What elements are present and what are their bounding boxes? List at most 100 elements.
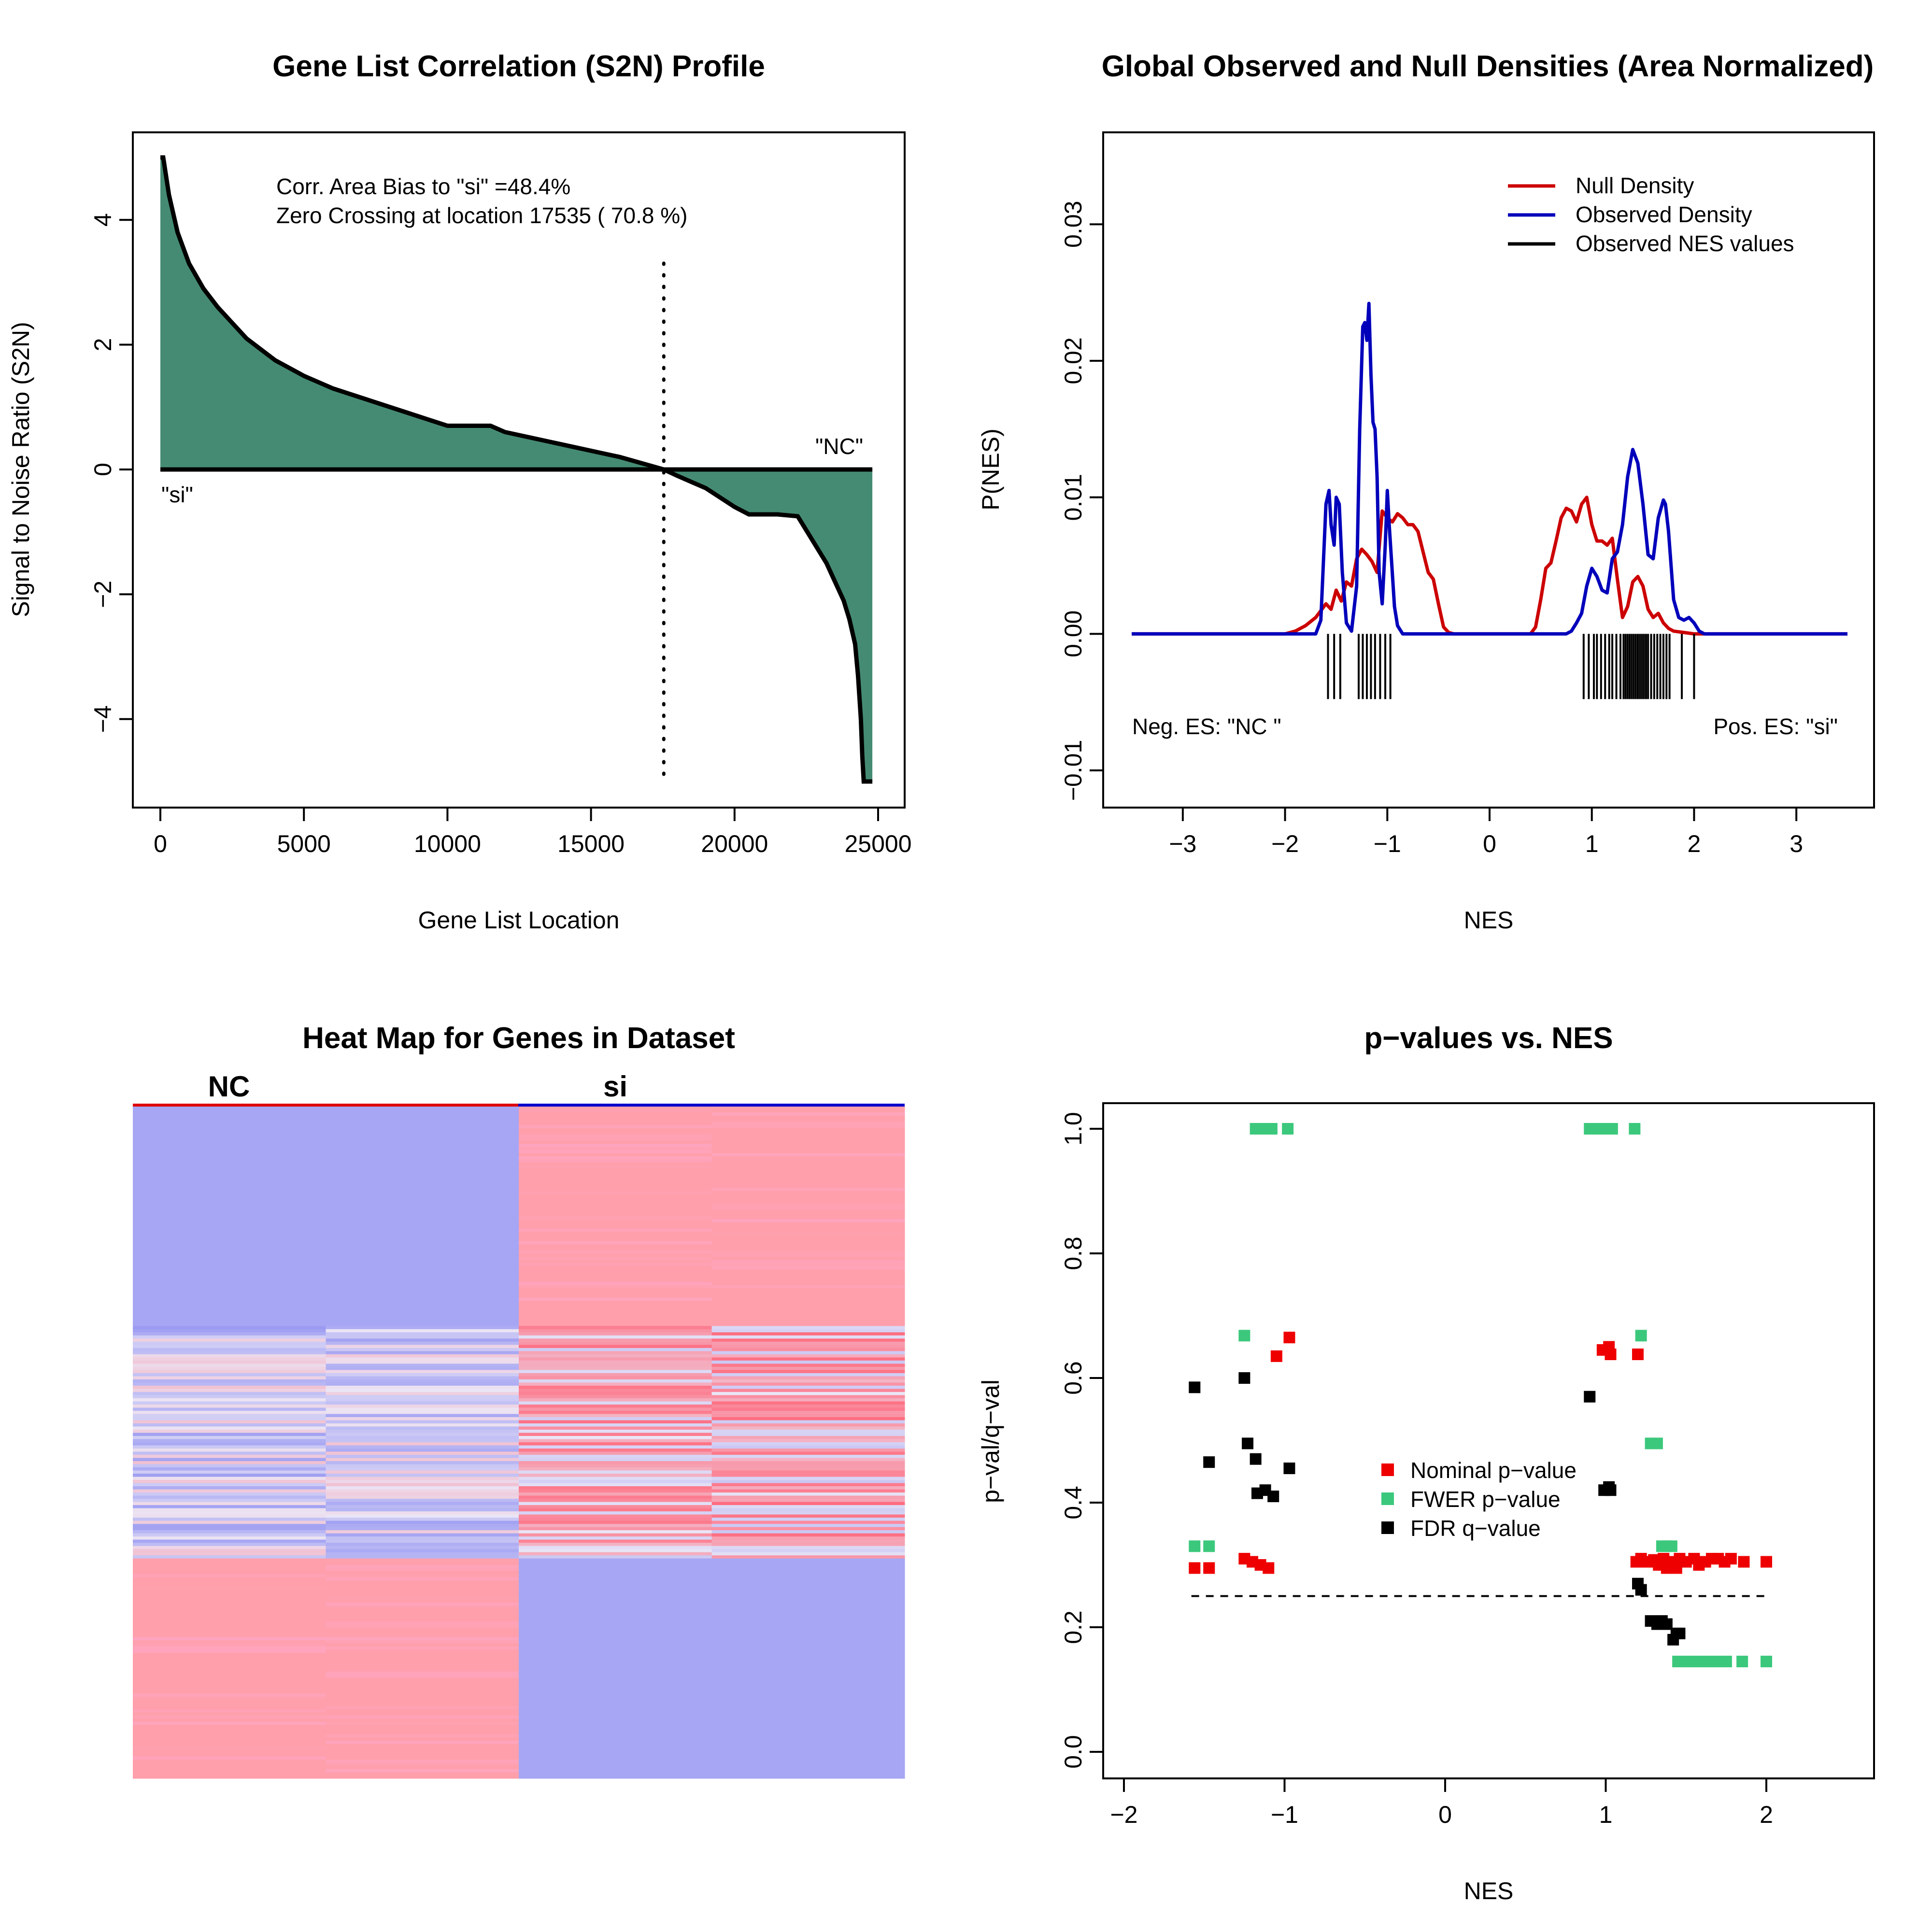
heatmap-cell <box>133 1737 326 1741</box>
heatmap-cell <box>711 1426 905 1430</box>
heatmap-cell <box>711 1775 905 1779</box>
heatmap-cell <box>133 1643 326 1647</box>
heatmap-cell <box>133 1125 326 1129</box>
heatmap-cell <box>133 1677 326 1681</box>
heatmap-cell <box>519 1354 712 1358</box>
nominal-p-point <box>1725 1553 1737 1565</box>
heatmap-cell <box>711 1577 905 1581</box>
nominal-p-point <box>1270 1350 1282 1362</box>
heatmap-cell <box>326 1266 519 1270</box>
density-y-tick-label: 0.02 <box>1060 337 1087 384</box>
nominal-p-point <box>1189 1562 1201 1574</box>
heatmap-cell <box>711 1715 905 1719</box>
heatmap-cell <box>326 1203 519 1207</box>
heatmap-cell <box>519 1119 712 1122</box>
heatmap-cell <box>326 1574 519 1578</box>
heatmap-cell <box>326 1602 519 1606</box>
heatmap-cell <box>326 1558 519 1562</box>
heatmap-cell <box>326 1276 519 1279</box>
heatmap-cell <box>519 1140 712 1144</box>
heatmap-cell <box>133 1119 326 1122</box>
heatmap-cell <box>133 1533 326 1537</box>
heatmap-cell <box>133 1326 326 1330</box>
heatmap-cell <box>519 1106 712 1110</box>
heatmap-cell <box>519 1643 712 1647</box>
heatmap-cell <box>519 1426 712 1430</box>
fdr-q-point <box>1203 1456 1215 1468</box>
heatmap-cell <box>711 1470 905 1474</box>
heatmap-cell <box>133 1747 326 1751</box>
heatmap-cell <box>326 1329 519 1333</box>
heatmap-title: Heat Map for Genes in Dataset <box>302 1022 735 1055</box>
heatmap-cell <box>519 1291 712 1295</box>
heatmap-cell <box>326 1596 519 1600</box>
heatmap-cell <box>711 1583 905 1587</box>
heatmap-cell <box>133 1590 326 1593</box>
heatmap-cell <box>711 1687 905 1691</box>
heatmap-cell <box>326 1662 519 1666</box>
heatmap-cell <box>711 1435 905 1440</box>
heatmap-cell <box>519 1301 712 1305</box>
heatmap-cell <box>133 1392 326 1396</box>
heatmap-cell <box>326 1410 519 1415</box>
heatmap-cell <box>519 1546 712 1549</box>
heatmap-cell <box>519 1602 712 1606</box>
s2n-annotation-crossing: Zero Crossing at location 17535 ( 70.8 %… <box>276 203 687 228</box>
heatmap-cell <box>519 1134 712 1138</box>
density-x-tick-label: 1 <box>1585 830 1599 857</box>
heatmap-cell <box>519 1385 712 1390</box>
heatmap-cell <box>326 1332 519 1336</box>
heatmap-cell <box>519 1357 712 1361</box>
heatmap-cell <box>326 1301 519 1305</box>
heatmap-cell <box>711 1728 905 1732</box>
heatmap-cell <box>326 1631 519 1634</box>
heatmap-cell <box>326 1207 519 1210</box>
heatmap-cell <box>326 1125 519 1129</box>
density-ylabel: P(NES) <box>977 428 1004 510</box>
heatmap-cell <box>133 1219 326 1223</box>
heatmap-cell <box>133 1464 326 1468</box>
heatmap-cell <box>711 1709 905 1713</box>
heatmap-cell <box>519 1580 712 1584</box>
heatmap-cell <box>519 1536 712 1540</box>
heatmap-cell <box>519 1615 712 1619</box>
heatmap-cell <box>519 1178 712 1182</box>
s2n-x-tick-label: 20000 <box>701 830 768 857</box>
heatmap-cell <box>133 1709 326 1713</box>
heatmap-cell <box>519 1668 712 1672</box>
fwer-p-point <box>1606 1123 1618 1135</box>
heatmap-cell <box>133 1696 326 1700</box>
heatmap-cell <box>519 1163 712 1166</box>
heatmap-cell <box>133 1693 326 1697</box>
heatmap-cell <box>326 1322 519 1326</box>
heatmap-cell <box>519 1593 712 1597</box>
fwer-p-point <box>1665 1540 1677 1552</box>
heatmap-cell <box>711 1153 905 1157</box>
heatmap-cell <box>519 1288 712 1292</box>
heatmap-cell <box>326 1706 519 1710</box>
heatmap-cell <box>711 1326 905 1330</box>
heatmap-cell <box>133 1260 326 1264</box>
s2n-x-tick-label: 15000 <box>557 830 625 857</box>
heatmap-cell <box>519 1219 712 1223</box>
nominal-p-point <box>1283 1332 1295 1344</box>
heatmap-cell <box>326 1433 519 1436</box>
heatmap-cell <box>326 1360 519 1364</box>
heatmap-cell <box>711 1122 905 1125</box>
heatmap-cell <box>133 1731 326 1735</box>
heatmap-cell <box>711 1316 905 1320</box>
heatmap-cell <box>133 1144 326 1148</box>
heatmap-cell <box>326 1326 519 1330</box>
heatmap-cell <box>326 1253 519 1257</box>
heatmap-cell <box>326 1530 519 1534</box>
heatmap-cell <box>133 1684 326 1688</box>
heatmap-cell <box>519 1634 712 1637</box>
heatmap-cell <box>326 1508 519 1512</box>
heatmap-cell <box>133 1562 326 1565</box>
heatmap-cell <box>519 1649 712 1653</box>
heatmap-cell <box>133 1332 326 1336</box>
nominal-p-point <box>1632 1348 1644 1360</box>
fwer-p-point <box>1189 1540 1201 1552</box>
heatmap-cell <box>711 1276 905 1279</box>
heatmap-cell <box>133 1181 326 1185</box>
